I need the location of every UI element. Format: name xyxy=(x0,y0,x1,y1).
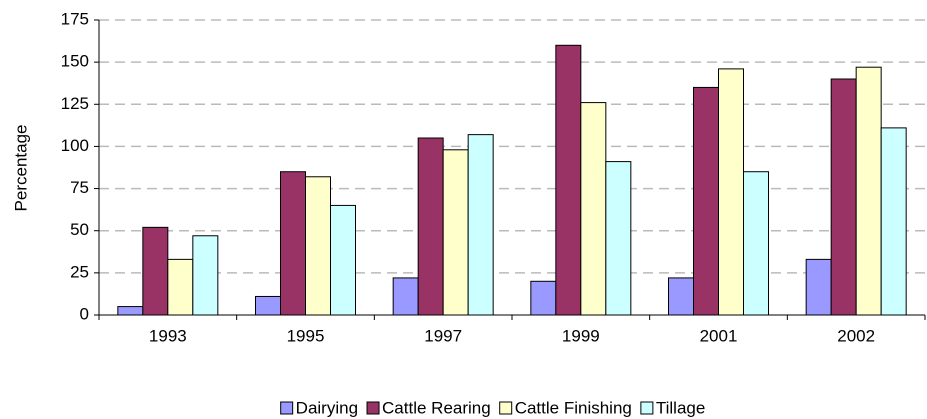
bar xyxy=(392,277,419,316)
y-tick-label: 75 xyxy=(70,178,89,197)
bar xyxy=(855,66,882,316)
legend-swatch xyxy=(280,401,294,415)
x-tick-label: 1995 xyxy=(287,326,325,345)
bar xyxy=(117,306,144,316)
y-axis-title: Percentage xyxy=(11,125,30,212)
bar xyxy=(555,44,582,316)
bar xyxy=(530,280,557,316)
legend-label: Cattle Finishing xyxy=(515,398,632,417)
x-tick-label: 1999 xyxy=(562,326,600,345)
y-tick-label: 175 xyxy=(61,9,89,28)
bar xyxy=(743,171,769,316)
bar xyxy=(167,258,194,316)
bar xyxy=(718,68,744,316)
x-tick-label: 1997 xyxy=(424,326,462,345)
bar xyxy=(442,149,469,316)
y-tick-label: 100 xyxy=(61,136,89,155)
bar xyxy=(668,277,694,316)
y-tick-label: 50 xyxy=(70,220,89,239)
legend-label: Cattle Rearing xyxy=(382,398,491,417)
legend-swatch xyxy=(640,401,654,415)
bar xyxy=(580,102,607,316)
bar xyxy=(255,295,281,316)
bar xyxy=(305,176,331,316)
legend-label: Tillage xyxy=(656,398,705,417)
legend-swatch xyxy=(499,401,513,415)
bar xyxy=(467,134,494,316)
bar xyxy=(693,86,719,316)
bar xyxy=(192,235,219,316)
legend-label: Dairying xyxy=(296,398,358,417)
bar xyxy=(417,137,444,316)
x-tick-label: 2002 xyxy=(837,326,875,345)
bar xyxy=(605,161,632,316)
x-tick-label: 2001 xyxy=(700,326,738,345)
y-tick-label: 125 xyxy=(61,94,89,113)
y-tick-label: 25 xyxy=(70,262,89,281)
x-tick-label: 1993 xyxy=(149,326,187,345)
bar xyxy=(280,171,306,316)
y-tick-label: 0 xyxy=(80,304,89,323)
bar xyxy=(330,204,356,316)
y-tick-label: 150 xyxy=(61,52,89,71)
bar xyxy=(880,127,907,316)
bar xyxy=(830,78,857,316)
legend-swatch xyxy=(366,401,380,415)
bar xyxy=(142,226,169,316)
bar xyxy=(805,258,832,316)
